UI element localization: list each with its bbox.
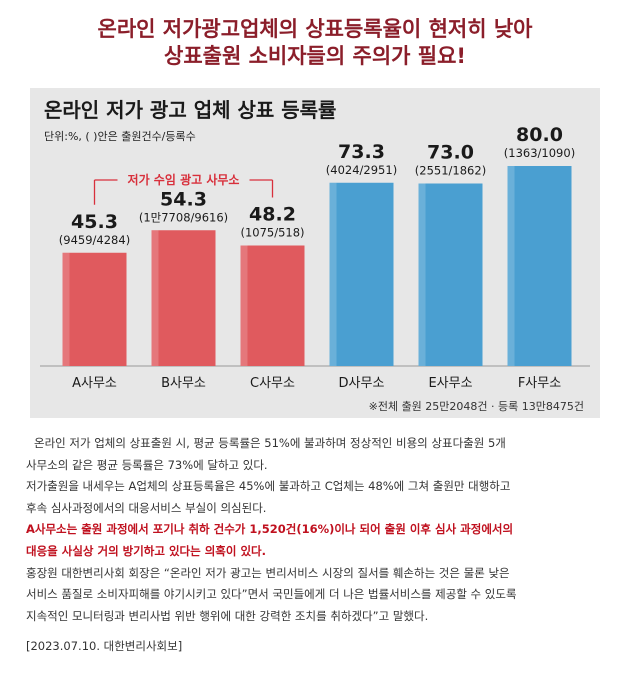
data-sublabel: (4024/2951) <box>326 163 397 177</box>
bar-highlight <box>240 245 248 366</box>
paragraph-line: 온라인 저가 업체의 상표출원 시, 평균 등록률은 51%에 불과하며 정상적… <box>34 436 506 450</box>
emphasis-line: 대응을 사실상 거의 방기하고 있다는 의혹이 있다. <box>26 543 266 558</box>
paragraph-line: 지속적인 모니터링과 변리사법 위반 행위에 대한 강력한 조치를 취하겠다”고… <box>26 608 429 623</box>
chart-title: 온라인 저가 광고 업체 상표 등록률 <box>44 98 337 122</box>
data-sublabel: (1075/518) <box>240 226 304 240</box>
paragraph-line: 홍장원 대한변리사회 회장은 “온라인 저가 광고는 변리서비스 시장의 질서를… <box>26 565 510 580</box>
x-tick-label: E사무소 <box>428 376 472 391</box>
x-tick-label: B사무소 <box>161 376 206 391</box>
headline: 온라인 저가광고업체의 상표등록율이 현저히 낮아 상표출원 소비자들의 주의가… <box>0 16 630 70</box>
bar-highlight <box>507 166 515 366</box>
bar <box>507 166 572 366</box>
bar-highlight <box>418 183 426 366</box>
data-sublabel: (1만7708/9616) <box>139 210 228 224</box>
headline-line-2: 상표출원 소비자들의 주의가 필요! <box>164 44 466 68</box>
bracket-label: 저가 수임 광고 사무소 <box>128 172 240 187</box>
data-label: 54.3 <box>160 188 207 210</box>
headline-line-1: 온라인 저가광고업체의 상표등록율이 현저히 낮아 <box>97 17 533 41</box>
bar <box>62 252 127 366</box>
bar <box>329 182 394 366</box>
chart-unit-note: 단위:%, ( )안은 출원건수/등록수 <box>44 130 196 143</box>
data-label: 48.2 <box>249 204 296 226</box>
article-body: 온라인 저가 업체의 상표출원 시, 평균 등록률은 51%에 불과하며 정상적… <box>26 433 606 658</box>
chart-panel: A사무소 45.3 (9459/4284) B사무소 54.3 (1만7708/9616)… <box>30 88 600 418</box>
paragraph-line: 후속 심사과정에서의 대응서비스 부실이 의심된다. <box>26 500 267 515</box>
bar-highlight <box>62 252 70 366</box>
x-tick-label: C사무소 <box>250 376 295 391</box>
data-sublabel: (1363/1090) <box>504 146 575 160</box>
data-sublabel: (9459/4284) <box>59 233 130 247</box>
data-label: 73.3 <box>338 141 385 163</box>
paragraph-line: 서비스 품질로 소비자피해를 야기시키고 있다”면서 국민들에게 더 나은 법률… <box>26 587 517 602</box>
paragraph-line: 저가출원을 내세우는 A업체의 상표등록율은 45%에 불과하고 C업체는 48… <box>26 479 511 494</box>
source-citation: [2023.07.10. 대한변리사회보] <box>26 639 183 654</box>
x-tick-label: F사무소 <box>518 376 561 391</box>
data-label: 45.3 <box>71 211 118 233</box>
paragraph-line: 사무소의 같은 평균 등록률은 73%에 달하고 있다. <box>26 457 268 472</box>
bar <box>151 230 216 366</box>
emphasis-line: A사무소는 출원 과정에서 포기나 취하 건수가 1,520건(16%)이나 되… <box>26 522 514 537</box>
bar-highlight <box>329 182 337 366</box>
bar-chart: A사무소 45.3(9459/4284) B사무소 54.3(1만7708/9616)… <box>40 124 590 391</box>
x-tick-label: A사무소 <box>72 376 117 391</box>
chart-footnote: ※전체 출원 25만2048건 · 등록 13만8475건 <box>368 400 584 413</box>
x-tick-label: D사무소 <box>339 376 385 391</box>
data-label: 73.0 <box>427 142 474 164</box>
bar <box>418 183 483 366</box>
data-sublabel: (2551/1862) <box>415 164 486 178</box>
data-label: 80.0 <box>516 124 563 146</box>
bar <box>240 245 305 366</box>
bar-highlight <box>151 230 159 366</box>
